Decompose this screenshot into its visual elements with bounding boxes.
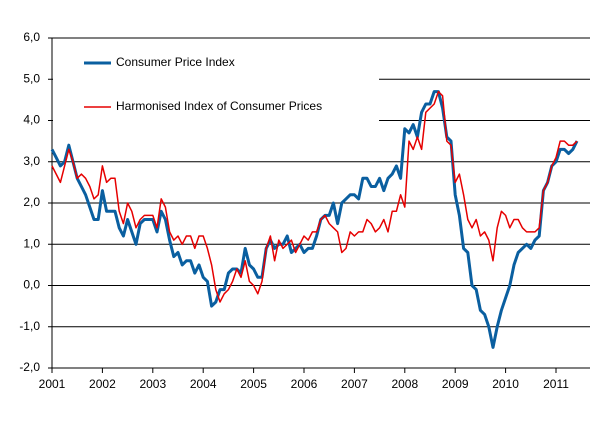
y-tick-label: -2,0 (19, 360, 40, 374)
y-tick-label: 2,0 (23, 195, 40, 209)
x-tick-label: 2006 (291, 377, 318, 391)
y-tick-label: 6,0 (23, 30, 40, 44)
x-tick-label: 2003 (139, 377, 166, 391)
y-tick-label: 1,0 (23, 236, 40, 250)
legend-background (53, 39, 379, 127)
series-line (50, 90, 579, 349)
y-tick-label: 3,0 (23, 154, 40, 168)
y-tick-label: 4,0 (23, 113, 40, 127)
legend-label: Harmonised Index of Consumer Prices (116, 99, 322, 113)
x-tick-label: 2007 (341, 377, 368, 391)
x-tick-label: 2011 (543, 377, 569, 391)
x-tick-label: 2001 (39, 377, 66, 391)
y-tick-label: 5,0 (23, 71, 40, 85)
legend-label: Consumer Price Index (116, 55, 235, 69)
x-tick-label: 2002 (89, 377, 116, 391)
series-line (51, 90, 578, 303)
x-tick-label: 2009 (442, 377, 469, 391)
x-tick-label: 2008 (391, 377, 418, 391)
y-tick-label: -1,0 (19, 319, 40, 333)
y-tick-label: 0,0 (23, 278, 40, 292)
x-tick-label: 2010 (492, 377, 519, 391)
x-tick-label: 2005 (240, 377, 267, 391)
x-tick-label: 2004 (190, 377, 217, 391)
